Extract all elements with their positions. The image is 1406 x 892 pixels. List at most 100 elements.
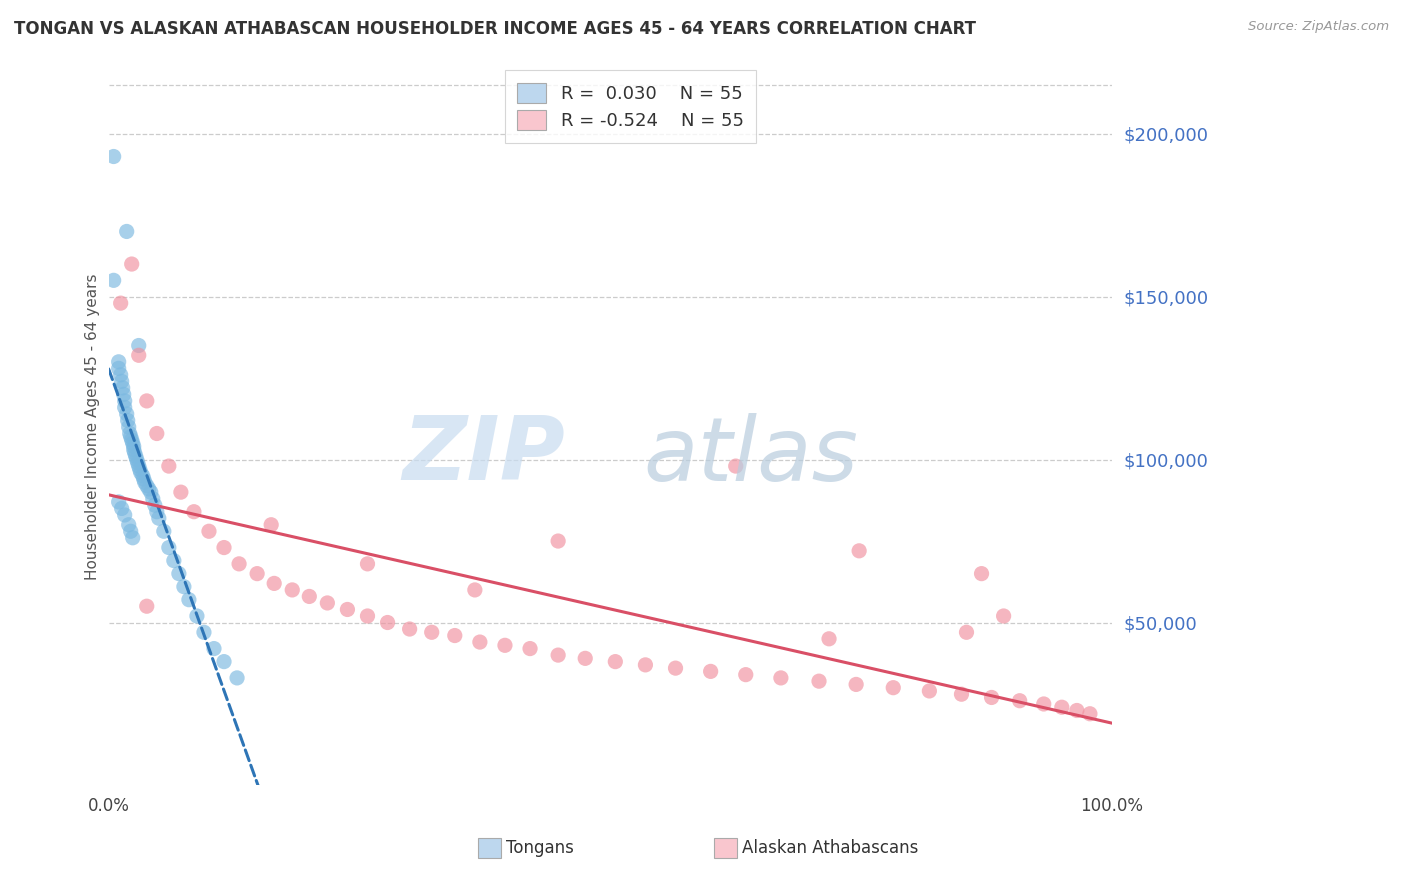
Point — [157, 459, 180, 474]
Text: Tongans: Tongans — [506, 839, 574, 857]
Point — [129, 466, 152, 480]
Point — [605, 655, 627, 669]
Point — [356, 557, 378, 571]
Point — [139, 485, 162, 500]
Point — [468, 635, 491, 649]
Text: TONGAN VS ALASKAN ATHABASCAN HOUSEHOLDER INCOME AGES 45 - 64 YEARS CORRELATION C: TONGAN VS ALASKAN ATHABASCAN HOUSEHOLDER… — [14, 20, 976, 37]
Point — [443, 628, 465, 642]
Point — [121, 436, 143, 450]
Point — [146, 505, 169, 519]
Point — [228, 557, 250, 571]
Point — [128, 462, 150, 476]
Point — [950, 687, 973, 701]
Point — [135, 393, 157, 408]
Point — [132, 468, 155, 483]
Point — [142, 491, 165, 506]
Point — [955, 625, 977, 640]
Point — [112, 387, 135, 401]
Point — [993, 609, 1015, 624]
Point — [547, 648, 569, 662]
Point — [263, 576, 285, 591]
Text: ZIP: ZIP — [402, 412, 565, 500]
Point — [769, 671, 792, 685]
Point — [1078, 706, 1101, 721]
Point — [724, 459, 747, 474]
Point — [845, 677, 868, 691]
Point — [464, 582, 486, 597]
Point — [132, 472, 155, 486]
Point — [125, 450, 148, 464]
Point — [226, 671, 249, 685]
Point — [808, 674, 831, 689]
Point — [125, 452, 148, 467]
Point — [114, 393, 136, 408]
Point — [494, 638, 516, 652]
Point — [163, 553, 186, 567]
Point — [336, 602, 359, 616]
Point — [664, 661, 686, 675]
Point — [519, 641, 541, 656]
Point — [918, 684, 941, 698]
Point — [115, 224, 138, 238]
Legend: R =  0.030    N = 55, R = -0.524    N = 55: R = 0.030 N = 55, R = -0.524 N = 55 — [505, 70, 756, 143]
Point — [574, 651, 596, 665]
Y-axis label: Householder Income Ages 45 - 64 years: Householder Income Ages 45 - 64 years — [86, 274, 100, 580]
Point — [260, 517, 283, 532]
Point — [103, 149, 125, 163]
Point — [193, 625, 215, 640]
Point — [177, 592, 200, 607]
Point — [356, 609, 378, 624]
Point — [634, 657, 657, 672]
Point — [124, 446, 146, 460]
Point — [848, 544, 870, 558]
Point — [186, 609, 208, 624]
Point — [121, 257, 143, 271]
Point — [970, 566, 993, 581]
Point — [107, 495, 129, 509]
Point — [118, 426, 141, 441]
Point — [110, 368, 132, 382]
Point — [107, 361, 129, 376]
Point — [122, 440, 145, 454]
Text: Source: ZipAtlas.com: Source: ZipAtlas.com — [1249, 20, 1389, 33]
Point — [316, 596, 339, 610]
Point — [1050, 700, 1073, 714]
Point — [115, 407, 138, 421]
Point — [153, 524, 176, 539]
Point — [128, 459, 150, 474]
Point — [882, 681, 904, 695]
Point — [143, 498, 166, 512]
Point — [111, 501, 134, 516]
Point — [167, 566, 190, 581]
Point — [121, 531, 143, 545]
Point — [135, 599, 157, 614]
Point — [118, 420, 141, 434]
Text: Alaskan Athabascans: Alaskan Athabascans — [742, 839, 918, 857]
Point — [103, 273, 125, 287]
Point — [120, 524, 142, 539]
Point — [183, 505, 205, 519]
Point — [420, 625, 443, 640]
Point — [281, 582, 304, 597]
Point — [114, 508, 136, 522]
Point — [121, 433, 143, 447]
Point — [818, 632, 841, 646]
Point — [377, 615, 399, 630]
Point — [135, 478, 157, 492]
Point — [398, 622, 420, 636]
Point — [198, 524, 221, 539]
Text: atlas: atlas — [644, 413, 858, 499]
Point — [1032, 697, 1054, 711]
Point — [734, 667, 756, 681]
Point — [146, 426, 169, 441]
Point — [118, 517, 141, 532]
Point — [107, 355, 129, 369]
Point — [212, 655, 235, 669]
Point — [122, 442, 145, 457]
Point — [1066, 704, 1088, 718]
Point — [298, 590, 321, 604]
Point — [170, 485, 193, 500]
Point — [110, 296, 132, 310]
Point — [114, 401, 136, 415]
Point — [1008, 694, 1031, 708]
